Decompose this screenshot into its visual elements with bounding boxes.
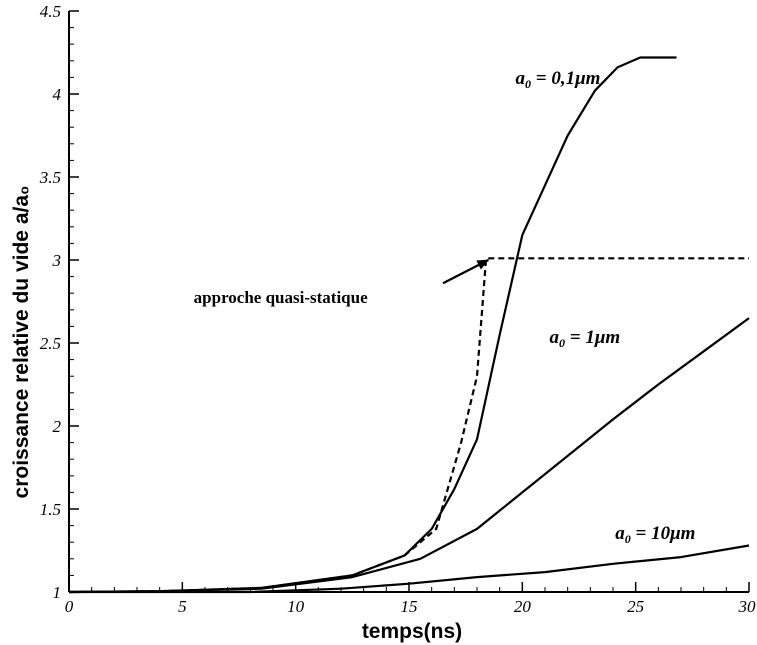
y-tick-label: 2 [53, 417, 62, 436]
series-label: a0 = 1μm [550, 327, 621, 350]
y-tick-label: 1 [53, 583, 62, 602]
annotation-layer: a0 = 0,1μm a0 = 1μm a0 = 10μm approche quas… [194, 68, 696, 546]
x-tick-label: 0 [65, 597, 74, 616]
series-line [68, 257, 749, 594]
y-tick-label: 1.5 [40, 500, 61, 519]
series-label: a0 = 0,1μm [516, 68, 601, 91]
x-tick-label: 20 [514, 597, 532, 616]
annotation-arrow [442, 259, 490, 285]
x-tick-label: 5 [178, 597, 187, 616]
y-axis-title: croissance relative du vide a/a₀ [10, 186, 33, 499]
series-layer [68, 56, 750, 594]
y-tick-label: 4.5 [40, 2, 61, 21]
y-tick-label: 3 [52, 251, 62, 270]
x-tick-label: 15 [401, 597, 418, 616]
series-line [69, 544, 750, 594]
y-tick-label: 4 [53, 85, 62, 104]
series-label: a0 = 10μm [615, 523, 695, 546]
x-tick-label: 10 [287, 597, 305, 616]
annotation-label: approche quasi-statique [194, 288, 368, 307]
x-tick-label: 30 [738, 597, 757, 616]
y-tick-label: 2.5 [40, 334, 61, 353]
x-tick-label: 25 [627, 597, 644, 616]
y-tick-label: 3.5 [39, 168, 61, 187]
series-line [68, 56, 677, 594]
x-axis-title: temps(ns) [362, 620, 462, 643]
